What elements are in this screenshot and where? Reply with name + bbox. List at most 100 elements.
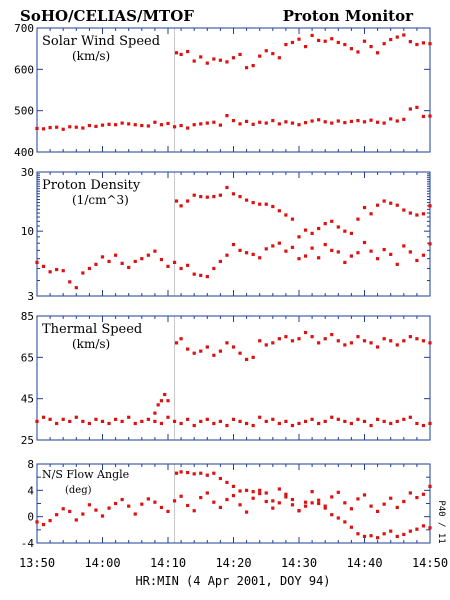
data-point [55, 125, 59, 129]
data-point [402, 33, 406, 37]
data-point [74, 518, 78, 522]
x-tick-label: 13:50 [19, 556, 55, 570]
data-point [330, 495, 334, 499]
data-point [369, 341, 373, 345]
panel-2: 3 10 30 Proton Density(1/cm^3) [21, 166, 432, 303]
data-point [48, 270, 52, 274]
data-point [258, 339, 262, 343]
data-point [369, 45, 373, 49]
data-point [415, 421, 419, 426]
data-point [421, 423, 426, 428]
data-point [74, 415, 78, 419]
data-point [55, 267, 59, 272]
data-point [35, 419, 39, 423]
data-point [297, 509, 301, 513]
data-point [245, 198, 249, 202]
data-point [41, 264, 46, 268]
data-point [317, 118, 321, 122]
data-point [251, 355, 255, 359]
data-point [120, 419, 124, 423]
data-point [140, 123, 144, 128]
data-point [277, 421, 281, 426]
data-point [343, 229, 347, 233]
data-point [415, 258, 419, 263]
data-point [428, 341, 432, 345]
data-point [382, 248, 386, 252]
data-point [192, 351, 196, 355]
data-point [172, 260, 177, 264]
data-point [186, 126, 190, 130]
data-point [382, 532, 386, 536]
data-point [225, 253, 229, 257]
y-tick-label: -4 [21, 537, 35, 550]
data-point [382, 121, 386, 125]
data-points [35, 470, 432, 540]
data-point [120, 121, 124, 125]
data-point [258, 120, 262, 124]
y-tick-label: 30 [21, 166, 34, 179]
data-point [94, 124, 98, 128]
data-point [421, 41, 426, 45]
y-tick-label: 3 [27, 290, 34, 303]
data-point [48, 126, 52, 130]
data-point [140, 257, 144, 261]
data-point [336, 119, 340, 123]
data-point [428, 526, 432, 530]
data-point [362, 39, 367, 43]
data-point [428, 114, 432, 118]
data-point [402, 417, 406, 421]
data-point [323, 419, 327, 423]
data-point [284, 335, 288, 339]
data-point [402, 499, 406, 504]
data-point [277, 56, 281, 60]
data-point [395, 35, 399, 39]
data-point [356, 217, 360, 221]
data-point [245, 488, 249, 492]
data-point [382, 502, 386, 506]
data-point [284, 42, 288, 47]
data-point [41, 415, 46, 419]
data-point [55, 513, 59, 517]
data-point [159, 399, 164, 403]
data-point [389, 252, 393, 256]
data-point [179, 123, 183, 128]
data-point [238, 351, 242, 355]
data-point [107, 122, 111, 126]
data-point [114, 417, 118, 421]
panel-3: 25 45 65 85 Thermal Speed(km/s) [21, 310, 432, 447]
data-point [402, 339, 406, 343]
data-point [421, 114, 426, 119]
data-point [100, 255, 105, 259]
data-point [192, 509, 196, 513]
data-point [389, 201, 393, 205]
data-point [362, 493, 367, 497]
data-point [156, 403, 160, 407]
panel-4: -4 0 4 8 N/S Flow Angle (deg) [21, 458, 432, 550]
data-point [199, 273, 203, 277]
data-point [395, 119, 399, 123]
data-point [284, 492, 288, 496]
y-tick-label: 8 [27, 458, 34, 471]
data-point [251, 200, 255, 205]
data-point [271, 118, 275, 123]
data-point [133, 259, 137, 264]
data-point [369, 534, 373, 538]
data-point [166, 415, 170, 419]
y-tick-label: 500 [14, 105, 34, 118]
data-point [264, 491, 268, 495]
data-point [310, 417, 314, 421]
data-point [317, 256, 321, 260]
data-point [376, 120, 380, 124]
data-point [199, 194, 203, 199]
data-point [153, 500, 157, 504]
data-point [218, 259, 222, 264]
data-point [271, 52, 275, 56]
data-point [140, 419, 144, 423]
data-point [336, 516, 340, 520]
data-point [231, 192, 236, 196]
data-point [153, 120, 157, 124]
data-point [225, 341, 229, 345]
data-point [356, 532, 360, 536]
data-point [408, 211, 412, 215]
data-point [127, 265, 131, 270]
